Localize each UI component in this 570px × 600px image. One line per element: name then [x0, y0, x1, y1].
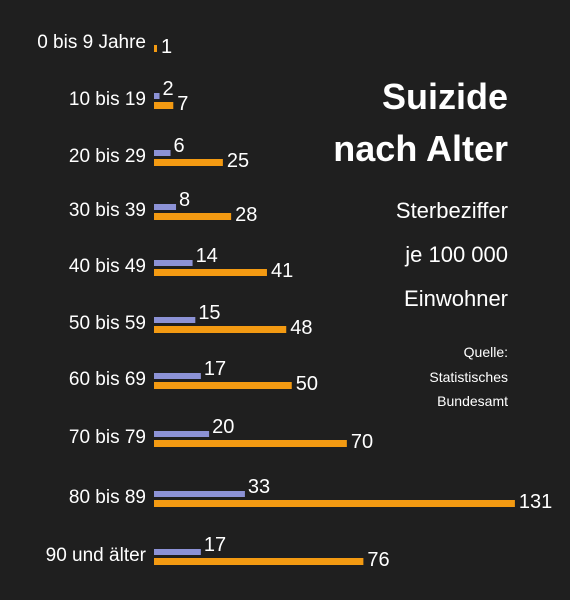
bar-series-1 [154, 431, 210, 437]
bar-series-2 [154, 102, 174, 109]
data-label-series-1: 6 [174, 135, 185, 157]
bars-layer: 0 bis 9 Jahre 1 10 bis 19 27 20 bis 29 6 25 30 … [37, 32, 552, 571]
category-label: 90 und älter [46, 545, 147, 566]
category-label: 40 bis 49 [69, 256, 146, 277]
bar-series-1 [154, 93, 160, 99]
bar-series-1 [154, 491, 245, 497]
data-label-series-2: 48 [290, 317, 312, 339]
data-label-series-1: 14 [196, 245, 218, 267]
bar-series-2 [154, 500, 515, 507]
category-label: 70 bis 79 [69, 427, 146, 448]
data-label-series-1: 2 [163, 78, 174, 100]
data-label-series-1: 20 [212, 416, 234, 438]
bar-series-1 [154, 150, 171, 156]
data-label-series-1: 17 [204, 534, 226, 556]
chart-subtitle-line-2: je 100 000 [404, 242, 508, 267]
bar-series-1 [154, 549, 201, 555]
data-label-series-1: 15 [198, 302, 220, 324]
bar-series-2 [154, 213, 232, 220]
data-label-series-2: 131 [519, 491, 552, 513]
bar-series-1 [154, 373, 201, 379]
category-label: 80 bis 89 [69, 487, 146, 508]
chart-subtitle-line-3: Einwohner [404, 286, 508, 311]
category-label: 10 bis 19 [69, 89, 146, 110]
bar-series-2 [154, 269, 267, 276]
data-label-series-2: 1 [161, 36, 172, 58]
bar-series-2 [154, 558, 364, 565]
category-label: 30 bis 39 [69, 200, 146, 221]
data-label-series-2: 28 [235, 204, 257, 226]
bar-series-1 [154, 317, 196, 323]
bar-series-2 [154, 159, 223, 166]
chart-source-line-2: Statistisches [429, 369, 508, 385]
chart-subtitle-line-1: Sterbeziffer [396, 198, 508, 223]
bar-series-2 [154, 382, 292, 389]
chart-source-line-3: Bundesamt [437, 393, 508, 409]
category-label: 60 bis 69 [69, 369, 146, 390]
data-label-series-2: 76 [367, 549, 389, 571]
bar-series-2 [154, 326, 287, 333]
chart-title-line-1: Suizide [382, 76, 508, 117]
data-label-series-2: 70 [351, 431, 373, 453]
bar-series-2 [154, 440, 347, 447]
data-label-series-2: 25 [227, 150, 249, 172]
chart-source-line-1: Quelle: [464, 344, 508, 360]
category-label: 0 bis 9 Jahre [37, 32, 146, 53]
data-label-series-1: 33 [248, 476, 270, 498]
bar-series-1 [154, 204, 177, 210]
data-label-series-1: 8 [179, 189, 190, 211]
data-label-series-2: 41 [271, 260, 293, 282]
category-label: 50 bis 59 [69, 313, 146, 334]
bar-series-1 [154, 260, 193, 266]
data-label-series-2: 7 [177, 93, 188, 115]
data-label-series-2: 50 [296, 373, 318, 395]
chart-title-line-2: nach Alter [333, 128, 508, 169]
category-label: 20 bis 29 [69, 146, 146, 167]
bar-series-2 [154, 45, 157, 52]
data-label-series-1: 17 [204, 358, 226, 380]
